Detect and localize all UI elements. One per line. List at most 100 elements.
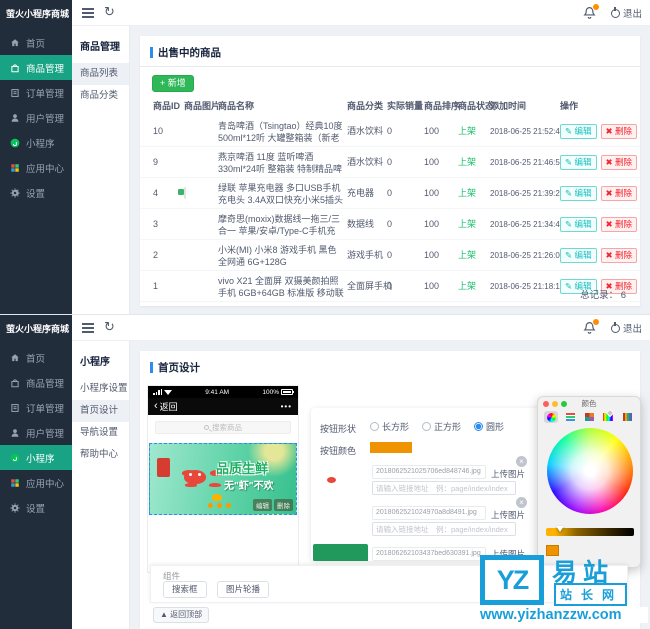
radio-square[interactable]: 正方形 <box>422 420 461 433</box>
delete-button[interactable]: ✖ 删除 <box>600 217 638 232</box>
cell-time: 2018-06-25 21:18:19 <box>490 282 565 291</box>
slider-handle[interactable] <box>556 526 564 532</box>
product-name-link[interactable]: 绿联 苹果充电器 多口USB手机充电头 3.4A双口快充小米5插头 适用ipho… <box>218 183 344 205</box>
upload-image-button[interactable]: 上传图片 <box>491 510 526 520</box>
palette-tab[interactable] <box>582 411 596 423</box>
watermark-logo: YZ <box>480 555 544 605</box>
product-name-link[interactable]: 摩奇思(moxix)数据线一拖三/三合一 苹果/安卓/Type-C手机充电线/充… <box>218 214 340 236</box>
components-label: 组件 <box>163 571 181 581</box>
sidebar-item-label: 用户管理 <box>26 428 65 440</box>
sidebar-item-appcenter[interactable]: 应用中心 <box>0 470 72 495</box>
sidebar-item-goods[interactable]: 商品管理 <box>0 55 72 80</box>
product-image <box>184 187 186 199</box>
sidebar-item-settings[interactable]: 设置 <box>0 180 72 205</box>
zoom-window-icon[interactable] <box>561 401 567 407</box>
add-carousel-button[interactable]: 图片轮播 <box>217 581 270 598</box>
banner-delete-tag[interactable]: 删除 <box>274 499 293 511</box>
sidebar-item-users[interactable]: 用户管理 <box>0 105 72 130</box>
submenu-item-homepage-design[interactable]: 首页设计 <box>72 400 129 422</box>
notification-badge <box>591 318 600 326</box>
spectrum-tab[interactable] <box>601 411 615 423</box>
delete-button[interactable]: ✖ 删除 <box>600 186 638 201</box>
sidebar-item-goods[interactable]: 商品管理 <box>0 370 72 395</box>
sliders-tab[interactable] <box>563 411 577 423</box>
add-product-button[interactable]: + 新增 <box>152 75 194 92</box>
logout-button[interactable]: 退出 <box>610 6 642 20</box>
edit-button[interactable]: ✎ 编辑 <box>560 279 597 294</box>
status-badge: 上架 <box>458 188 477 198</box>
edit-button[interactable]: ✎ 编辑 <box>560 155 597 170</box>
radio-rectangle[interactable]: 长方形 <box>370 420 409 433</box>
sidebar-item-home[interactable]: 首页 <box>0 30 72 55</box>
link-input[interactable] <box>372 481 516 495</box>
col-header-category: 商品分类 <box>347 101 384 111</box>
delete-icon: ✖ <box>605 219 613 229</box>
watermark-url: www.yizhanzzw.com <box>480 607 648 623</box>
back-button[interactable]: ‹ 返回 <box>154 400 178 413</box>
submenu-item-product-category[interactable]: 商品分类 <box>80 90 119 101</box>
brand-title: 萤火小程序商城 <box>6 324 70 334</box>
minimize-window-icon[interactable] <box>552 401 558 407</box>
signal-icon <box>153 389 162 395</box>
submenu-item-help-center[interactable]: 帮助中心 <box>80 449 119 460</box>
sidebar-item-miniapp[interactable]: 小程序 <box>0 445 72 470</box>
link-input[interactable] <box>372 522 516 536</box>
edit-button[interactable]: ✎ 编辑 <box>560 186 597 201</box>
main-sidebar: 萤火小程序商城 首页 商品管理 订单管理 用户管理 <box>0 315 72 629</box>
collapse-menu-icon[interactable] <box>82 323 94 333</box>
banner-edit-tag[interactable]: 编辑 <box>253 499 272 511</box>
upload-thumbnail[interactable] <box>313 544 368 561</box>
delete-button[interactable]: ✖ 删除 <box>600 248 638 263</box>
edit-button[interactable]: ✎ 编辑 <box>560 248 597 263</box>
close-window-icon[interactable] <box>543 401 549 407</box>
carousel-banner-component[interactable]: 品质生鲜 无"虾"不欢 编辑 删除 <box>149 443 297 515</box>
delete-button[interactable]: ✖ 删除 <box>600 155 638 170</box>
product-name-link[interactable]: 青岛啤酒（Tsingtao）经典10度 500ml*12听 大罐整箱装（新老包装… <box>218 121 343 143</box>
submenu-item-product-list[interactable]: 商品列表 <box>72 63 129 85</box>
phone-search-bar[interactable]: 搜索商品 <box>155 421 291 434</box>
submenu-item-nav-settings[interactable]: 导航设置 <box>80 427 119 438</box>
radio-circle[interactable]: 圆形 <box>474 420 504 433</box>
color-wheel[interactable] <box>547 428 633 514</box>
sidebar-item-orders[interactable]: 订单管理 <box>0 80 72 105</box>
edit-button[interactable]: ✎ 编辑 <box>560 124 597 139</box>
refresh-icon[interactable]: ↻ <box>104 319 115 334</box>
collapse-menu-icon[interactable] <box>82 8 94 18</box>
sidebar-item-orders[interactable]: 订单管理 <box>0 395 72 420</box>
product-name-link[interactable]: 小米(MI) 小米8 游戏手机 黑色 全网通 6G+128G <box>218 245 337 267</box>
upload-image-button[interactable]: 上传图片 <box>491 549 526 559</box>
phone-status-bar: 9:41 AM 100% <box>148 386 298 398</box>
carousel-settings-panel: 按钮形状 长方形 正方形 圆形 按钮颜色 2018062521025706ed8… <box>311 408 543 561</box>
logout-button[interactable]: 退出 <box>610 321 642 335</box>
more-menu-icon[interactable]: ••• <box>280 402 292 411</box>
sidebar-item-miniapp[interactable]: 小程序 <box>0 130 72 155</box>
search-icon <box>204 425 209 430</box>
product-name-link[interactable]: vivo X21 全面屏 双摄美颜拍照手机 6GB+64GB 标准版 移动联通电… <box>218 276 344 298</box>
submenu-item-miniapp-settings[interactable]: 小程序设置 <box>80 383 128 394</box>
notification-bell-icon[interactable] <box>583 3 600 20</box>
sidebar-item-users[interactable]: 用户管理 <box>0 420 72 445</box>
refresh-icon[interactable]: ↻ <box>104 4 115 19</box>
pencils-tab[interactable] <box>620 411 634 423</box>
sidebar-item-home[interactable]: 首页 <box>0 345 72 370</box>
sidebar-item-settings[interactable]: 设置 <box>0 495 72 520</box>
current-color-swatch[interactable] <box>546 545 559 556</box>
remove-item-icon[interactable]: × <box>516 456 527 467</box>
sidebar-item-appcenter[interactable]: 应用中心 <box>0 155 72 180</box>
secondary-sidebar: 小程序 小程序设置 首页设计 导航设置 帮助中心 <box>72 341 130 629</box>
button-color-swatch[interactable] <box>370 442 412 453</box>
add-searchbox-button[interactable]: 搜索框 <box>163 581 207 598</box>
cell-time: 2018-06-25 21:39:25 <box>490 189 565 198</box>
notification-bell-icon[interactable] <box>583 318 600 335</box>
delete-button[interactable]: ✖ 删除 <box>600 124 638 139</box>
color-wheel-tab[interactable] <box>544 411 558 423</box>
miniapp-icon <box>10 453 20 462</box>
cell-sort: 100 <box>424 188 440 198</box>
delete-button[interactable]: ✖ 删除 <box>600 279 638 294</box>
back-to-top-button[interactable]: ▲ 返回顶部 <box>153 607 210 623</box>
brightness-slider[interactable] <box>546 526 634 536</box>
edit-button[interactable]: ✎ 编辑 <box>560 217 597 232</box>
remove-item-icon[interactable]: × <box>516 497 527 508</box>
upload-image-button[interactable]: 上传图片 <box>491 469 526 479</box>
